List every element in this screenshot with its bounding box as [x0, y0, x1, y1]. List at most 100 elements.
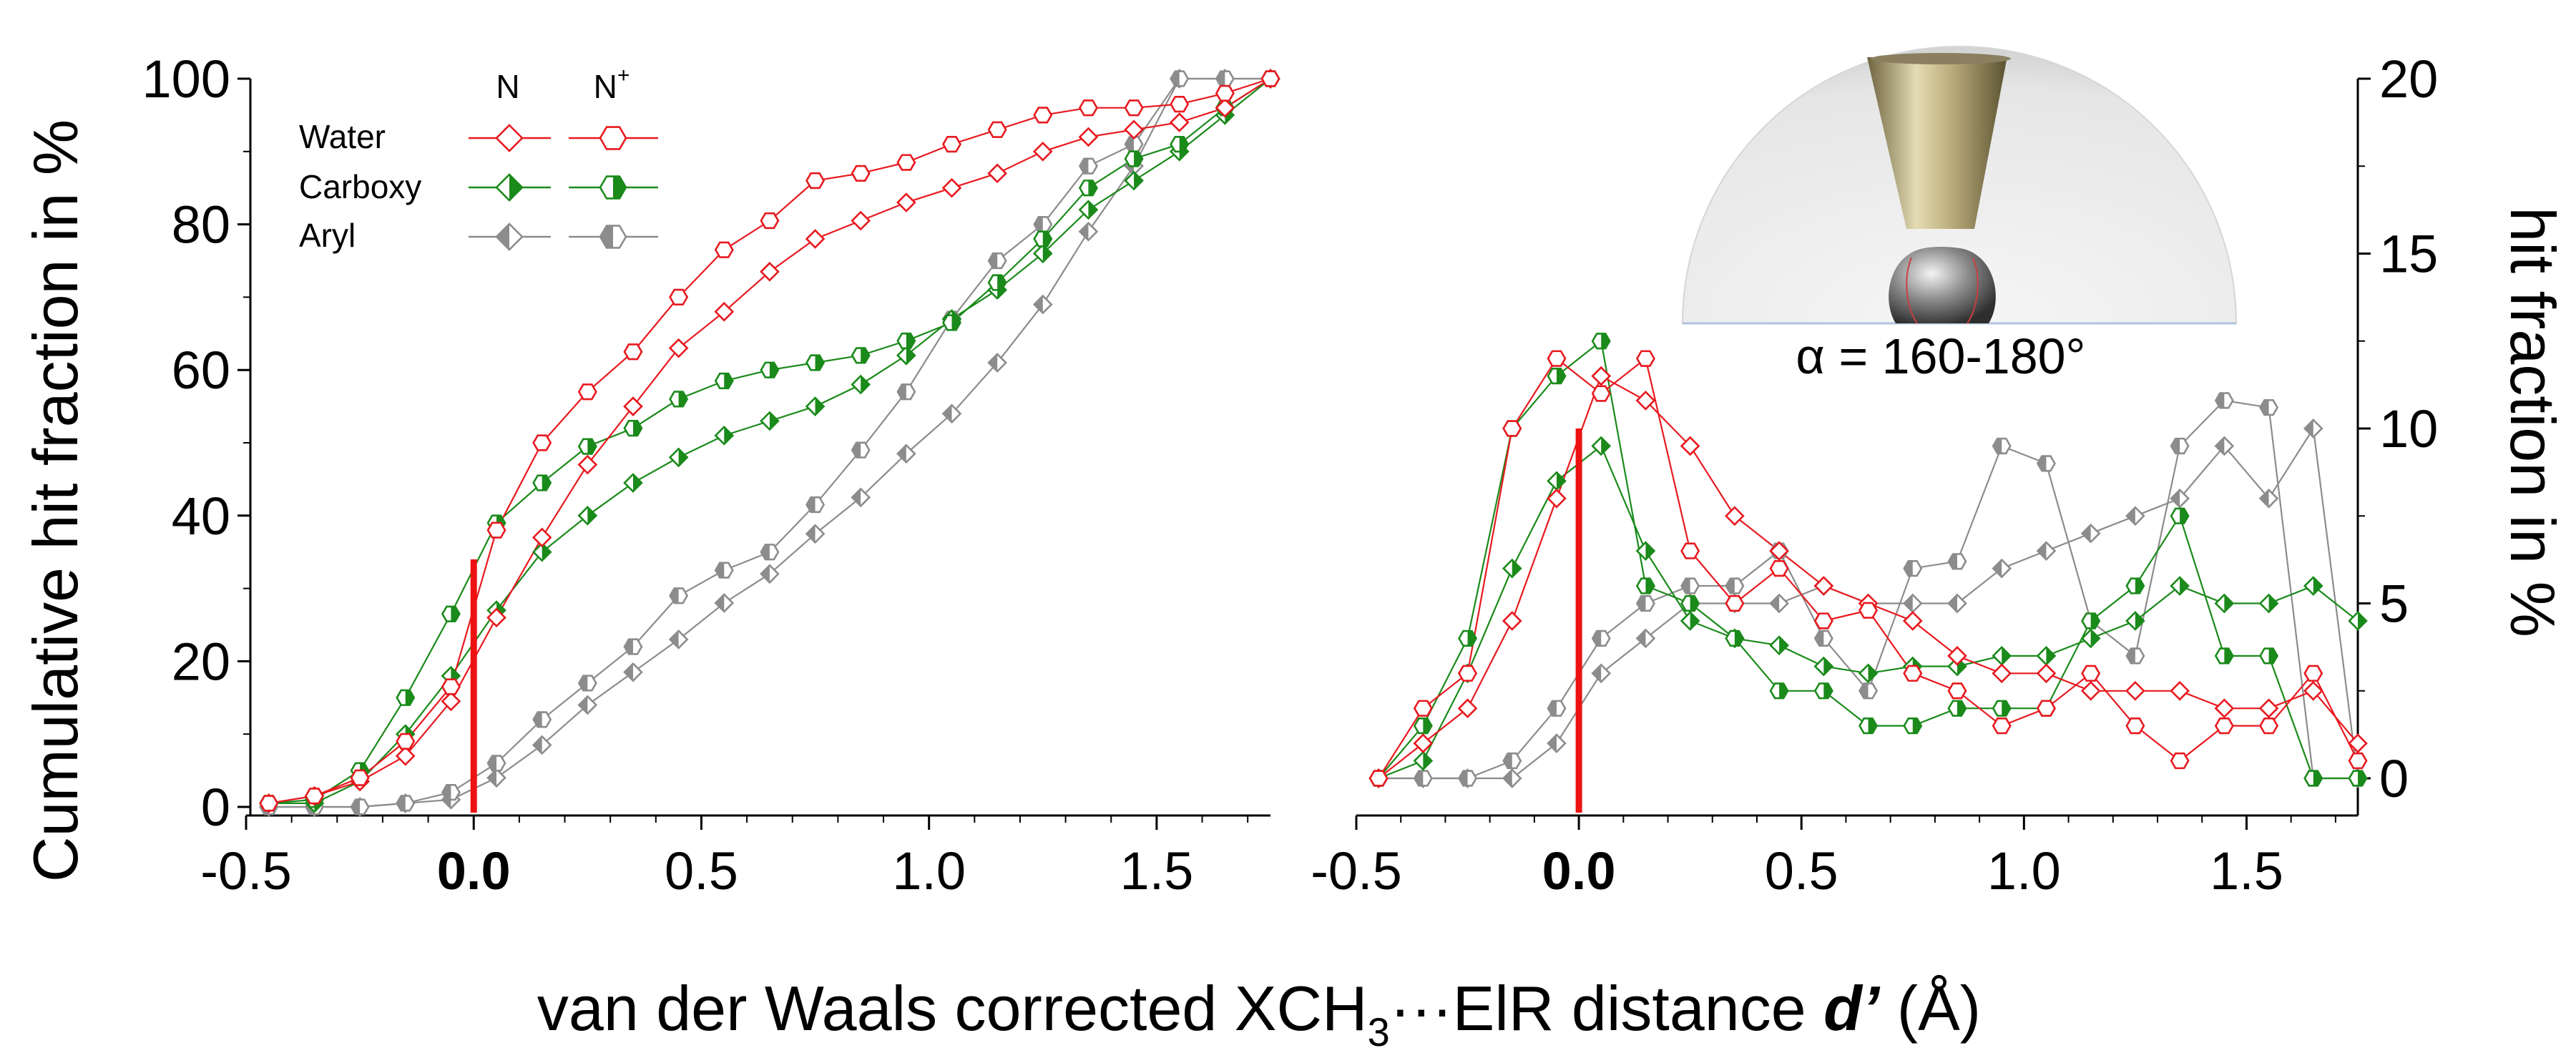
right-point-water-nplus [1413, 700, 1433, 717]
left-point-aryl-nplus [851, 441, 871, 459]
left-point-aryl-n [987, 353, 1007, 373]
left-point-water-n [987, 163, 1007, 184]
right-point-aryl-nplus [1458, 770, 1478, 787]
left-point-water-n [941, 177, 962, 198]
right-point-aryl-nplus [1992, 437, 2012, 455]
right-point-water-nplus [1992, 717, 2012, 735]
right-point-water-n [1547, 488, 1567, 509]
left-point-carboxy-n [714, 425, 735, 446]
right-point-carboxy-nplus [1992, 700, 2012, 717]
left-point-aryl-n [623, 662, 643, 682]
right-point-carboxy-nplus [1458, 630, 1478, 647]
left-ytick-label: 80 [172, 195, 230, 255]
left-ytick-label: 0 [201, 778, 230, 837]
right-point-water-n [1947, 646, 1967, 666]
right-point-water-n [2125, 680, 2145, 701]
left-xtick-label: -0.5 [200, 841, 292, 901]
legend-header-nplus: N+ [594, 64, 630, 105]
left-point-carboxy-nplus [396, 689, 416, 706]
right-point-water-nplus [1547, 350, 1567, 367]
left-point-carboxy-n [577, 505, 598, 526]
left-point-carboxy-nplus [532, 474, 552, 491]
right-y-axis-title: hit fraction in % [2497, 207, 2568, 637]
left-point-water-n [623, 396, 643, 416]
left-point-aryl-nplus [805, 496, 826, 514]
left-point-water-nplus [532, 434, 552, 451]
right-point-carboxy-nplus [1413, 717, 1433, 735]
right-point-water-n [2303, 680, 2323, 701]
legend-label-aryl: Aryl [299, 217, 356, 254]
right-point-aryl-nplus [1413, 770, 1433, 787]
legend-marker-aryl-nplus [599, 225, 627, 249]
right-point-carboxy-nplus [1591, 333, 1611, 350]
right-point-water-nplus [2214, 717, 2234, 735]
left-point-aryl-n [668, 630, 689, 650]
left-point-carboxy-nplus [1078, 180, 1098, 197]
right-point-carboxy-nplus [1813, 682, 1833, 700]
right-point-water-n [1502, 611, 1522, 631]
left-point-aryl-nplus [714, 562, 734, 579]
left-point-carboxy-nplus [1124, 150, 1144, 167]
right-point-water-nplus [1947, 682, 1967, 700]
left-point-water-nplus [623, 343, 643, 361]
left-point-aryl-nplus [1033, 215, 1053, 233]
left-point-water-n [714, 301, 735, 322]
right-point-aryl-n [1635, 628, 1656, 649]
left-point-water-nplus [350, 769, 370, 786]
right-point-aryl-nplus [1502, 752, 1522, 770]
right-xtick-label: -0.5 [1311, 841, 1402, 901]
right-point-aryl-n [1947, 593, 1967, 614]
right-point-aryl-nplus [1680, 577, 1700, 594]
right-point-aryl-n [1547, 733, 1567, 753]
left-point-aryl-n [760, 564, 780, 584]
x-axis-title: van der Waals corrected XCH3···ElR dista… [537, 973, 1981, 1054]
right-point-carboxy-nplus [1858, 717, 1879, 735]
left-point-water-n [486, 607, 506, 628]
right-point-carboxy-nplus [1947, 700, 1967, 717]
right-ytick-label: 0 [2379, 749, 2409, 808]
right-point-water-nplus [1858, 602, 1879, 619]
right-point-carboxy-nplus [2259, 647, 2279, 665]
angle-annotation: α = 160-180° [1796, 328, 2085, 384]
right-point-carboxy-n [1591, 436, 1612, 456]
right-point-carboxy-nplus [1680, 594, 1700, 612]
left-point-water-nplus [1170, 96, 1190, 113]
left-point-aryl-nplus [1215, 70, 1235, 87]
legend-marker-aryl-n [495, 222, 524, 251]
left-point-carboxy-nplus [623, 420, 643, 437]
right-point-water-n [2080, 680, 2101, 701]
right-point-water-nplus [2259, 717, 2279, 735]
left-point-aryl-n [532, 735, 552, 755]
right-point-carboxy-n [2125, 611, 2145, 631]
left-point-carboxy-nplus [941, 314, 961, 331]
right-xtick-label: 0.5 [1765, 841, 1838, 901]
right-point-water-n [2258, 698, 2279, 719]
right-point-carboxy-nplus [2081, 612, 2101, 630]
right-point-aryl-n [1902, 593, 1923, 614]
left-point-water-nplus [1215, 84, 1235, 102]
left-point-water-nplus [896, 154, 916, 171]
left-point-water-n [532, 527, 552, 548]
right-point-aryl-n [1992, 558, 2012, 579]
right-point-carboxy-n [2170, 576, 2190, 596]
left-point-water-nplus [441, 678, 461, 695]
right-point-water-nplus [1635, 350, 1655, 367]
left-point-aryl-nplus [441, 784, 461, 801]
left-point-carboxy-n [1124, 170, 1144, 191]
right-point-carboxy-n [2258, 593, 2279, 614]
right-point-water-n [1725, 506, 1745, 526]
left-point-water-nplus [805, 172, 826, 190]
left-panel: 0 20 40 60 80 100 -0.5 0.0 0.5 1.0 1.5 [142, 49, 1280, 901]
left-point-water-n [577, 454, 598, 475]
left-point-aryl-n [941, 403, 962, 424]
right-point-aryl-nplus [1903, 559, 1923, 577]
right-point-carboxy-nplus [2125, 577, 2145, 594]
left-point-carboxy-nplus [441, 605, 461, 622]
left-point-water-n [1032, 141, 1053, 162]
right-ytick-label: 15 [2379, 225, 2438, 284]
left-point-carboxy-n [1078, 200, 1099, 220]
left-point-water-n [668, 338, 689, 358]
right-point-carboxy-nplus [1547, 368, 1567, 385]
right-point-carboxy-n [1992, 646, 2012, 666]
legend-marker-water-nplus [599, 126, 627, 150]
